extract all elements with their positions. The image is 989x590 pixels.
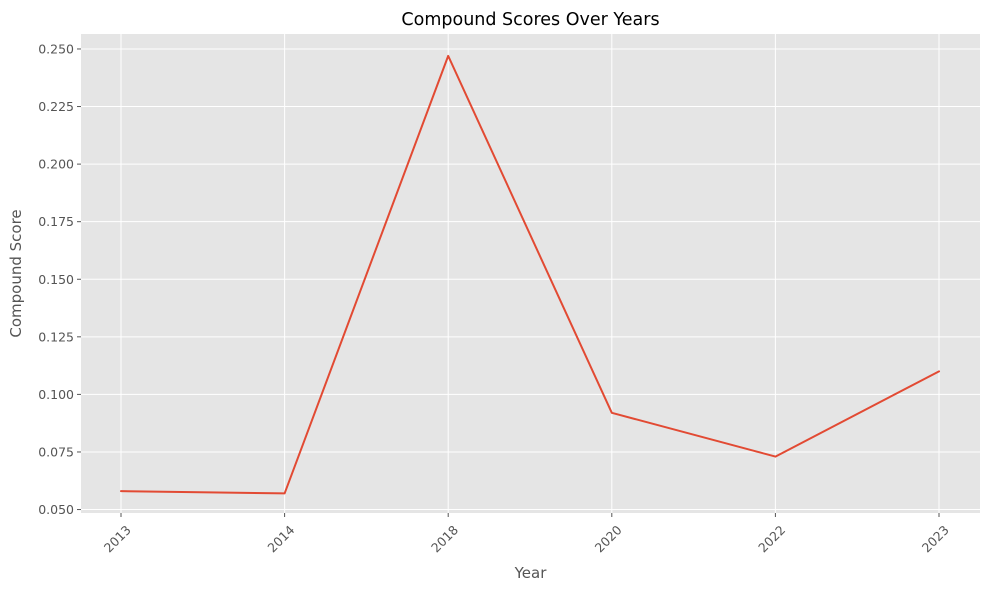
y-tick-label: 0.225 [38,99,74,114]
x-tick-label: 2023 [919,522,952,555]
series-line [120,54,940,495]
plot-background [81,34,980,513]
x-tick-label: 2013 [101,522,134,555]
y-tick-label: 0.050 [38,502,74,517]
x-tick-label: 2022 [755,522,788,555]
x-tick-label: 2014 [264,522,297,555]
grid [81,34,980,513]
y-tick-label: 0.100 [38,387,74,402]
y-tick-label: 0.125 [38,329,74,344]
y-tick-label: 0.150 [38,272,74,287]
y-axis-title: Compound Score [7,209,25,337]
series-layer [120,54,940,495]
y-tick-label: 0.075 [38,444,74,459]
x-tick-label: 2020 [592,522,625,555]
chart-title: Compound Scores Over Years [401,10,659,30]
x-tick-label: 2018 [428,522,461,555]
x-axis-title: Year [514,564,548,582]
y-tick-label: 0.200 [38,157,74,172]
y-tick-label: 0.250 [38,41,74,56]
y-tick-label: 0.175 [38,214,74,229]
